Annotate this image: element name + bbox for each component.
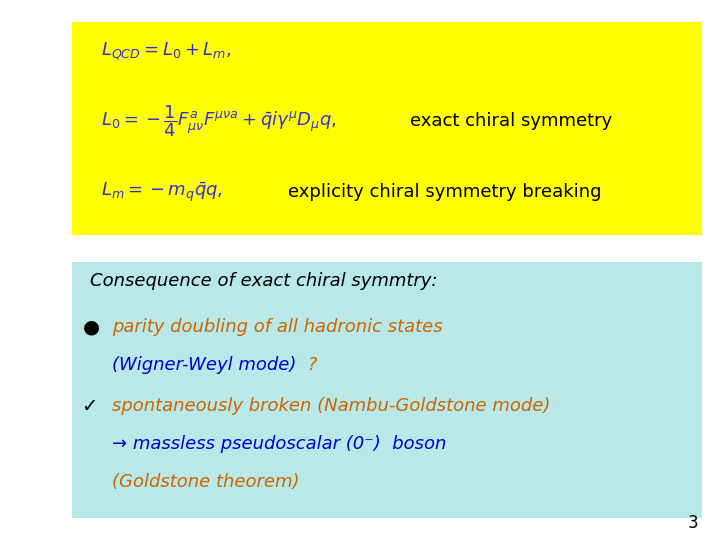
Text: ?: ?: [302, 355, 318, 374]
Text: spontaneously broken (Nambu-Goldstone mode): spontaneously broken (Nambu-Goldstone mo…: [112, 397, 550, 415]
FancyBboxPatch shape: [72, 22, 702, 235]
Text: $L_0 = -\dfrac{1}{4}F^{a}_{\mu\nu}F^{\mu\nu a} + \bar{q}i\gamma^{\mu}D_{\mu}q,$: $L_0 = -\dfrac{1}{4}F^{a}_{\mu\nu}F^{\mu…: [101, 104, 336, 139]
Text: (Goldstone theorem): (Goldstone theorem): [112, 472, 299, 491]
Text: 3: 3: [688, 514, 698, 532]
Text: exact chiral symmetry: exact chiral symmetry: [410, 112, 613, 131]
FancyBboxPatch shape: [72, 262, 702, 518]
Text: $L_{QCD} = L_0 + L_m,$: $L_{QCD} = L_0 + L_m,$: [101, 40, 231, 62]
Text: ✓: ✓: [81, 396, 97, 416]
Text: → massless pseudoscalar (0⁻)  boson: → massless pseudoscalar (0⁻) boson: [112, 435, 446, 453]
Text: explicity chiral symmetry breaking: explicity chiral symmetry breaking: [288, 183, 601, 201]
Text: (Wigner-Weyl mode): (Wigner-Weyl mode): [112, 355, 296, 374]
Text: Consequence of exact chiral symmtry:: Consequence of exact chiral symmtry:: [90, 272, 438, 290]
Text: $L_m = -m_q\bar{q}q,$: $L_m = -m_q\bar{q}q,$: [101, 180, 222, 204]
Text: parity doubling of all hadronic states: parity doubling of all hadronic states: [112, 318, 442, 336]
Text: ●: ●: [83, 317, 100, 336]
